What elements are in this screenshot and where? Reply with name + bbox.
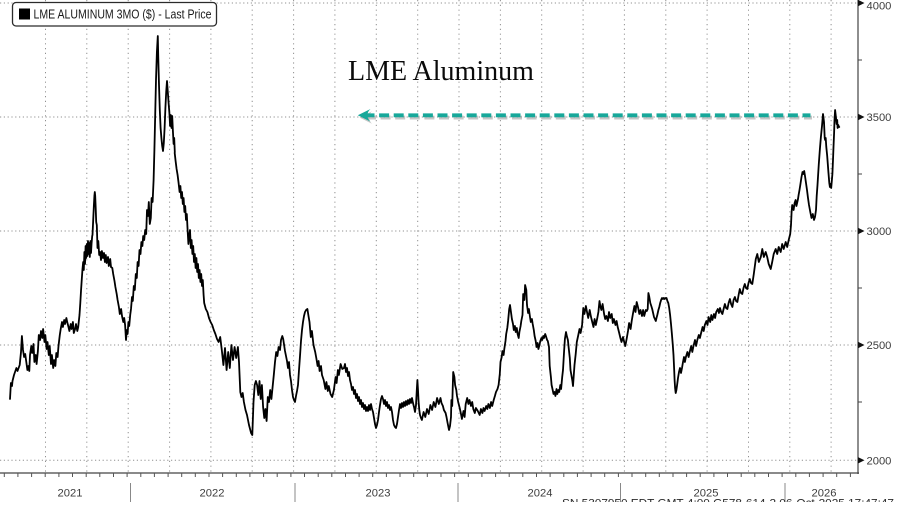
svg-text:2025: 2025	[694, 487, 719, 499]
svg-text:LME ALUMINUM 3MO ($) - Last Pr: LME ALUMINUM 3MO ($) - Last Price	[34, 8, 212, 22]
svg-text:2023: 2023	[366, 487, 391, 499]
svg-text:4000: 4000	[867, 1, 892, 13]
svg-text:3500: 3500	[867, 112, 892, 124]
svg-text:2022: 2022	[200, 487, 225, 499]
svg-text:2500: 2500	[867, 340, 892, 352]
svg-text:SN 5307950 EDT GMT-4:00 G578: SN 5307950 EDT GMT-4:00 G578-614-2 06-Oc…	[562, 498, 894, 503]
svg-text:2000: 2000	[867, 455, 892, 467]
svg-text:2024: 2024	[528, 487, 553, 499]
svg-text:3000: 3000	[867, 226, 892, 238]
svg-text:2021: 2021	[58, 487, 83, 499]
svg-text:LME Aluminum: LME Aluminum	[348, 56, 534, 87]
svg-text:2026: 2026	[812, 487, 837, 499]
